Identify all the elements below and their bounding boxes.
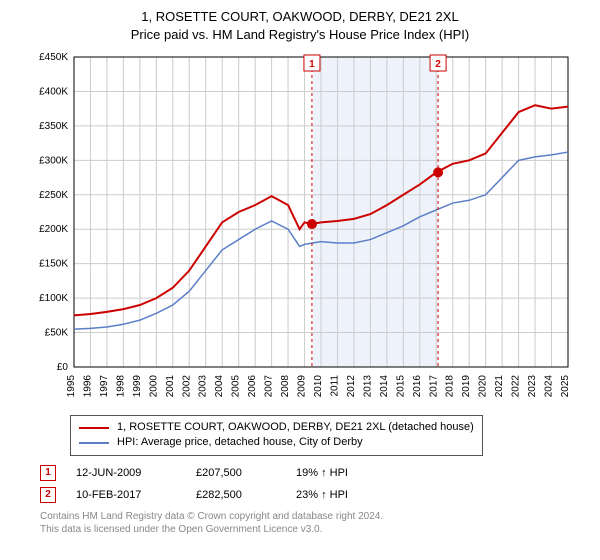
svg-text:£400K: £400K — [39, 87, 68, 98]
sales-table: 1 12-JUN-2009 £207,500 19% ↑ HPI 2 10-FEB-201… — [40, 462, 578, 506]
svg-text:2009: 2009 — [297, 375, 308, 398]
svg-text:2022: 2022 — [511, 375, 522, 398]
svg-text:2000: 2000 — [148, 375, 159, 398]
svg-text:2018: 2018 — [445, 375, 456, 398]
price-chart: £0 £50K £100K £150K £200K £250K £300K £350K £400… — [20, 47, 580, 407]
svg-text:1997: 1997 — [99, 375, 110, 398]
svg-text:£250K: £250K — [39, 190, 68, 201]
legend: 1, ROSETTE COURT, OAKWOOD, DERBY, DE21 2… — [70, 415, 483, 456]
svg-text:2010: 2010 — [313, 375, 324, 398]
sale-row: 2 10-FEB-2017 £282,500 23% ↑ HPI — [40, 484, 578, 506]
svg-text:2013: 2013 — [362, 375, 373, 398]
svg-text:1998: 1998 — [115, 375, 126, 398]
legend-swatch — [79, 427, 109, 429]
svg-text:2021: 2021 — [494, 375, 505, 398]
svg-text:£200K: £200K — [39, 224, 68, 235]
legend-row: 1, ROSETTE COURT, OAKWOOD, DERBY, DE21 2… — [79, 420, 474, 435]
svg-text:2002: 2002 — [181, 375, 192, 398]
sale-price: £282,500 — [196, 489, 276, 501]
svg-text:2005: 2005 — [231, 375, 242, 398]
svg-text:2012: 2012 — [346, 375, 357, 398]
sale-row: 1 12-JUN-2009 £207,500 19% ↑ HPI — [40, 462, 578, 484]
svg-text:£450K: £450K — [39, 52, 68, 63]
svg-text:2: 2 — [435, 59, 441, 70]
svg-text:1: 1 — [309, 59, 315, 70]
sale-hpi: 19% ↑ HPI — [296, 467, 386, 479]
svg-text:2004: 2004 — [214, 375, 225, 398]
svg-text:2008: 2008 — [280, 375, 291, 398]
svg-text:2023: 2023 — [527, 375, 538, 398]
svg-text:£150K: £150K — [39, 259, 68, 270]
svg-text:2025: 2025 — [560, 375, 571, 398]
chart-title: 1, ROSETTE COURT, OAKWOOD, DERBY, DE21 2… — [10, 8, 590, 43]
title-line-1: 1, ROSETTE COURT, OAKWOOD, DERBY, DE21 2… — [141, 9, 458, 24]
svg-text:£100K: £100K — [39, 293, 68, 304]
sale-date: 12-JUN-2009 — [76, 467, 176, 479]
sale-marker-icon: 1 — [40, 465, 56, 481]
svg-text:1999: 1999 — [132, 375, 143, 398]
legend-label: 1, ROSETTE COURT, OAKWOOD, DERBY, DE21 2… — [117, 420, 474, 435]
footnote-line-1: Contains HM Land Registry data © Crown c… — [40, 511, 383, 522]
svg-text:2024: 2024 — [544, 375, 555, 398]
svg-text:2016: 2016 — [412, 375, 423, 398]
legend-swatch — [79, 442, 109, 444]
footnote: Contains HM Land Registry data © Crown c… — [40, 510, 578, 536]
title-line-2: Price paid vs. HM Land Registry's House … — [131, 27, 469, 42]
svg-text:2015: 2015 — [395, 375, 406, 398]
svg-text:2017: 2017 — [428, 375, 439, 398]
svg-text:£350K: £350K — [39, 121, 68, 132]
legend-label: HPI: Average price, detached house, City… — [117, 435, 363, 450]
legend-row: HPI: Average price, detached house, City… — [79, 435, 474, 450]
sale-hpi: 23% ↑ HPI — [296, 489, 386, 501]
svg-text:2006: 2006 — [247, 375, 258, 398]
footnote-line-2: This data is licensed under the Open Gov… — [40, 524, 322, 535]
svg-text:2003: 2003 — [198, 375, 209, 398]
svg-text:£0: £0 — [57, 362, 69, 373]
sale-price: £207,500 — [196, 467, 276, 479]
sale-date: 10-FEB-2017 — [76, 489, 176, 501]
svg-text:2001: 2001 — [165, 375, 176, 398]
page-root: 1, ROSETTE COURT, OAKWOOD, DERBY, DE21 2… — [0, 0, 600, 542]
svg-text:2019: 2019 — [461, 375, 472, 398]
svg-text:£50K: £50K — [45, 328, 69, 339]
svg-text:2007: 2007 — [264, 375, 275, 398]
svg-text:2014: 2014 — [379, 375, 390, 398]
sale-marker-icon: 2 — [40, 487, 56, 503]
svg-text:£300K: £300K — [39, 155, 68, 166]
svg-text:2011: 2011 — [329, 375, 340, 397]
svg-text:1996: 1996 — [82, 375, 93, 398]
svg-text:1995: 1995 — [66, 375, 77, 398]
svg-text:2020: 2020 — [478, 375, 489, 398]
